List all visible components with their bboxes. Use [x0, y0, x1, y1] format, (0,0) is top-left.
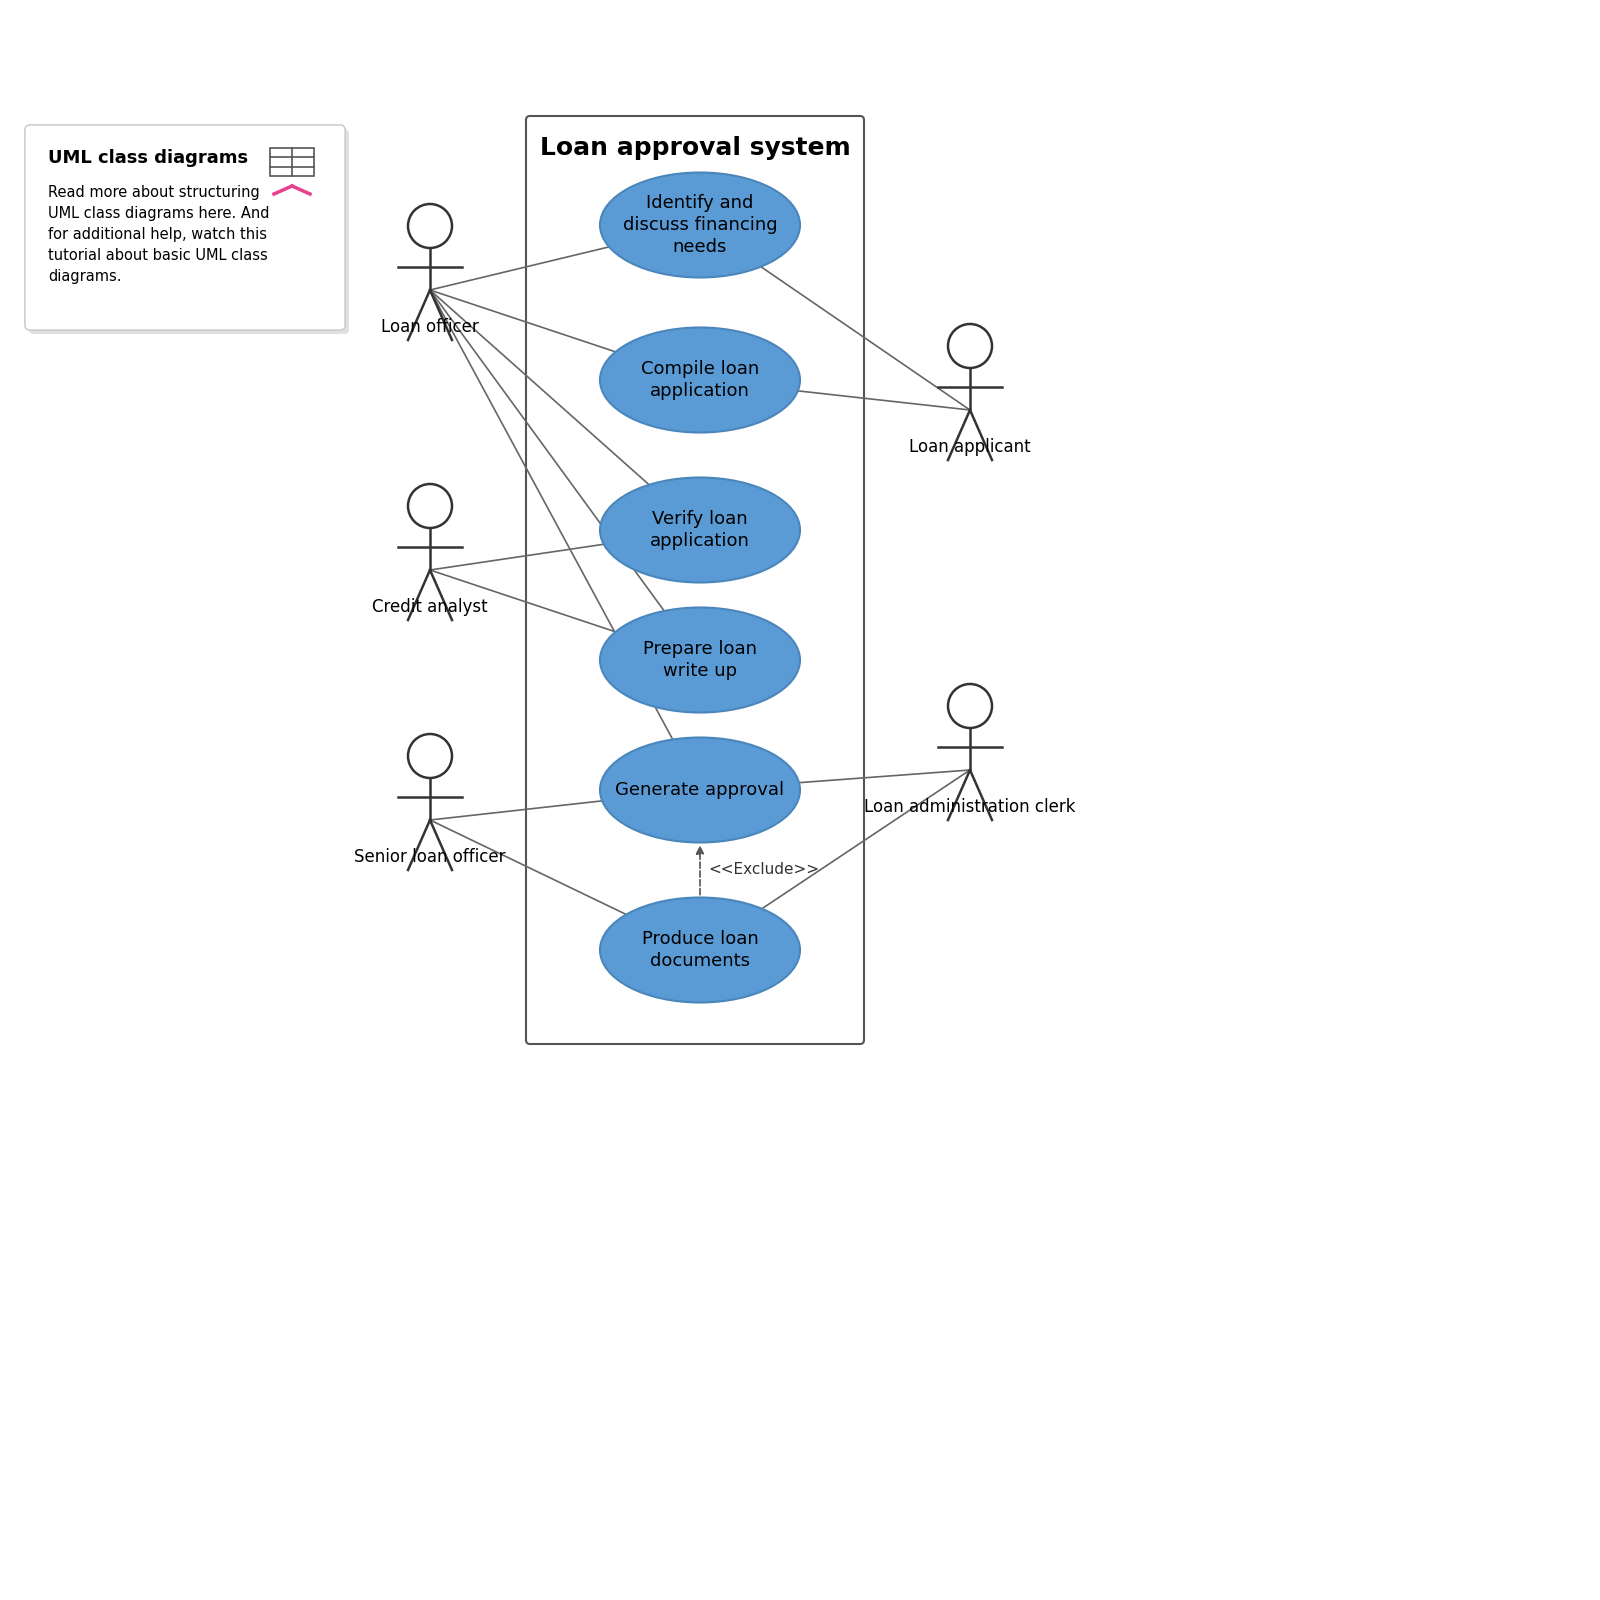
Ellipse shape [600, 738, 800, 843]
Text: Compile loan
application: Compile loan application [642, 360, 758, 400]
Text: Read more about structuring
UML class diagrams here. And
for additional help, wa: Read more about structuring UML class di… [48, 186, 269, 285]
Text: <<Exclude>>: <<Exclude>> [707, 862, 819, 877]
Text: Loan applicant: Loan applicant [909, 438, 1030, 456]
FancyBboxPatch shape [26, 125, 346, 330]
Text: Identify and
discuss financing
needs: Identify and discuss financing needs [622, 194, 778, 256]
FancyBboxPatch shape [29, 130, 349, 334]
Text: Loan administration clerk: Loan administration clerk [864, 798, 1075, 816]
Bar [270, 149, 314, 176]
FancyBboxPatch shape [526, 117, 864, 1043]
Text: Prepare loan
write up: Prepare loan write up [643, 640, 757, 680]
Ellipse shape [600, 477, 800, 582]
FancyBboxPatch shape [26, 125, 346, 330]
Ellipse shape [600, 328, 800, 432]
Text: Verify loan
application: Verify loan application [650, 510, 750, 550]
Text: Loan approval system: Loan approval system [539, 136, 850, 160]
Ellipse shape [600, 173, 800, 277]
Ellipse shape [600, 898, 800, 1003]
Text: Loan officer: Loan officer [381, 318, 478, 336]
Text: Produce loan
documents: Produce loan documents [642, 930, 758, 970]
Text: Senior loan officer: Senior loan officer [354, 848, 506, 866]
Text: UML class diagrams: UML class diagrams [48, 149, 248, 166]
Text: Credit analyst: Credit analyst [373, 598, 488, 616]
Text: Generate approval: Generate approval [616, 781, 784, 798]
Ellipse shape [600, 608, 800, 712]
